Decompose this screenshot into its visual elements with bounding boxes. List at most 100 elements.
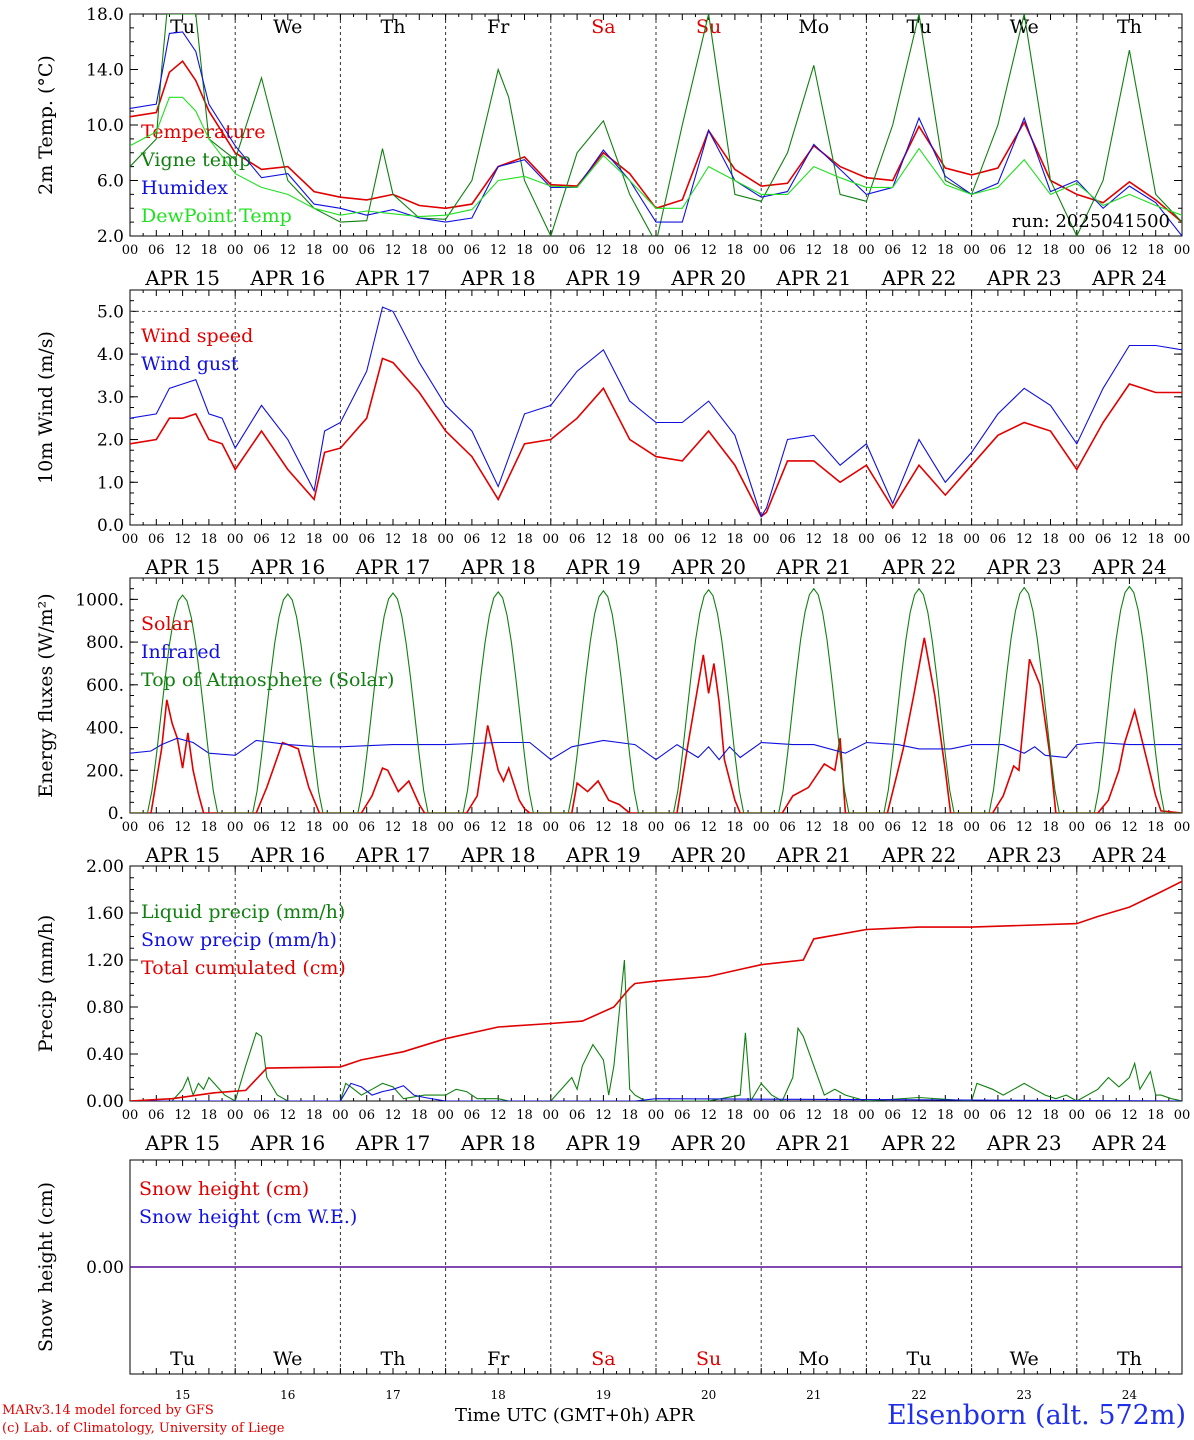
hour-label: 06 <box>253 243 270 258</box>
hour-label: 06 <box>464 532 481 547</box>
hour-label: 00 <box>963 243 980 258</box>
series-line <box>130 585 1182 813</box>
hour-label: 12 <box>911 243 928 258</box>
hour-label: 06 <box>674 1108 691 1123</box>
hour-label: 12 <box>174 820 191 835</box>
date-label: APR 21 <box>775 555 851 579</box>
hour-label: 06 <box>464 1108 481 1123</box>
hour-label: 06 <box>779 1108 796 1123</box>
hour-label: 06 <box>1095 243 1112 258</box>
hour-label: 12 <box>595 243 612 258</box>
hour-label: 12 <box>1121 243 1138 258</box>
weekday-label: We <box>1010 1348 1039 1370</box>
series-line <box>130 637 1182 813</box>
y-tick-label: 3.0 <box>97 388 124 408</box>
weekday-label: Fr <box>487 1348 510 1370</box>
hour-label: 00 <box>543 532 560 547</box>
legend-entry: Wind speed <box>141 325 253 347</box>
legend-entry: Snow height (cm W.E.) <box>139 1206 357 1228</box>
y-tick-label: 5.0 <box>97 302 124 322</box>
legend-entry: Humidex <box>141 177 228 199</box>
hour-label: 06 <box>148 532 165 547</box>
weekday-label: We <box>1010 16 1039 38</box>
weekday-label: Fr <box>487 16 510 38</box>
hour-label: 18 <box>727 820 744 835</box>
hour-label: 00 <box>543 243 560 258</box>
weekday-label: Su <box>696 1348 721 1370</box>
hour-label: 06 <box>1095 820 1112 835</box>
date-label: APR 20 <box>670 1131 746 1155</box>
hour-label: 18 <box>937 820 954 835</box>
y-axis-title: Snow height (cm) <box>35 1182 57 1352</box>
hour-label: 00 <box>227 532 244 547</box>
date-label: APR 24 <box>1091 555 1167 579</box>
hour-label: 00 <box>122 243 139 258</box>
hour-label: 00 <box>437 820 454 835</box>
series-line <box>130 96 1182 218</box>
legend-entry: Snow precip (mm/h) <box>141 929 337 951</box>
weekday-label: Th <box>1117 1348 1142 1370</box>
hour-label: 06 <box>253 532 270 547</box>
day-number: 15 <box>175 1388 190 1402</box>
date-label: APR 21 <box>775 1131 851 1155</box>
y-tick-label: 6.0 <box>97 172 124 192</box>
hour-label: 00 <box>963 532 980 547</box>
hour-label: 06 <box>674 820 691 835</box>
date-label: APR 15 <box>144 1131 220 1155</box>
date-label: APR 19 <box>565 555 641 579</box>
legend-entry: Infrared <box>141 641 221 663</box>
series-line <box>130 1082 1182 1101</box>
hour-label: 18 <box>1042 243 1059 258</box>
hour-label: 00 <box>753 1108 770 1123</box>
y-tick-label: 200. <box>86 761 124 781</box>
hour-label: 18 <box>411 243 428 258</box>
hour-label: 00 <box>1174 820 1191 835</box>
hour-label: 12 <box>1016 1108 1033 1123</box>
hour-label: 12 <box>806 243 823 258</box>
hour-label: 00 <box>858 1108 875 1123</box>
weekday-label: Tu <box>170 16 195 38</box>
y-tick-label: 2.00 <box>86 857 124 877</box>
hour-label: 06 <box>464 820 481 835</box>
y-tick-label: 4.0 <box>97 345 124 365</box>
hour-label: 12 <box>911 532 928 547</box>
hour-label: 06 <box>358 532 375 547</box>
series-line <box>130 306 1182 518</box>
y-tick-label: 1.20 <box>86 951 124 971</box>
date-label: APR 20 <box>670 843 746 867</box>
hour-label: 00 <box>543 1108 560 1123</box>
hour-label: 06 <box>253 1108 270 1123</box>
series-line <box>130 60 1182 223</box>
hour-label: 00 <box>648 1108 665 1123</box>
date-label: APR 16 <box>249 266 325 290</box>
hour-label: 06 <box>148 820 165 835</box>
hour-label: 12 <box>1016 820 1033 835</box>
date-label: APR 21 <box>775 266 851 290</box>
hour-label: 00 <box>1174 1108 1191 1123</box>
hour-label: 06 <box>884 820 901 835</box>
hour-label: 18 <box>201 820 218 835</box>
date-label: APR 16 <box>249 843 325 867</box>
hour-label: 18 <box>306 1108 323 1123</box>
date-label: APR 23 <box>986 266 1062 290</box>
hour-label: 00 <box>332 243 349 258</box>
hour-label: 12 <box>700 1108 717 1123</box>
hour-label: 06 <box>990 243 1007 258</box>
hour-label: 06 <box>464 243 481 258</box>
date-label: APR 15 <box>144 843 220 867</box>
hour-label: 00 <box>858 243 875 258</box>
y-tick-label: 0.0 <box>97 516 124 536</box>
date-label: APR 22 <box>881 843 957 867</box>
hour-label: 00 <box>122 1108 139 1123</box>
hour-label: 18 <box>727 532 744 547</box>
hour-label: 18 <box>1147 820 1164 835</box>
weekday-label: Tu <box>907 16 932 38</box>
date-label: APR 23 <box>986 843 1062 867</box>
hour-label: 12 <box>490 532 507 547</box>
hour-label: 18 <box>832 532 849 547</box>
weekday-label: We <box>273 1348 302 1370</box>
y-tick-label: 1.60 <box>86 904 124 924</box>
hour-label: 18 <box>201 243 218 258</box>
hour-label: 12 <box>174 1108 191 1123</box>
